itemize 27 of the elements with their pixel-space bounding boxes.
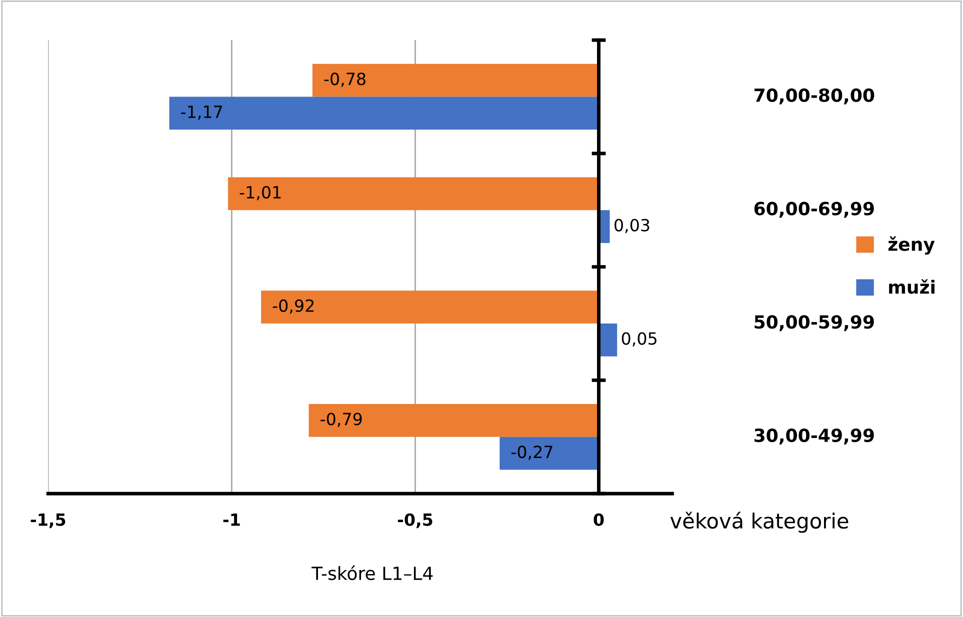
data-label: -1,01 xyxy=(240,186,281,200)
y-axis-title: věková kategorie xyxy=(670,512,848,533)
x-axis-title: T-skóre L1–L4 xyxy=(312,565,433,580)
bar xyxy=(598,324,618,356)
x-tick-label: 0 xyxy=(594,513,604,526)
bar xyxy=(308,404,599,437)
y-tick-label: 50,00-59,99 xyxy=(754,315,874,332)
legend-label: muži xyxy=(889,279,934,294)
legend-label: ženy xyxy=(888,236,935,255)
data-label: -0,27 xyxy=(511,446,552,460)
data-label: 0,05 xyxy=(622,332,656,347)
x-tick-label: -0,5 xyxy=(398,513,432,528)
x-tick-label: -1,5 xyxy=(30,514,66,528)
y-tick-label: 60,00-69,99 xyxy=(754,202,874,218)
bar xyxy=(261,290,599,324)
bar xyxy=(500,436,599,470)
y-tick-label: 30,00-49,99 xyxy=(754,428,874,444)
data-label: -1,17 xyxy=(181,106,222,120)
data-label: -0,79 xyxy=(320,412,362,428)
bar xyxy=(228,177,599,210)
bar xyxy=(312,64,599,97)
data-label: 0,03 xyxy=(614,218,650,234)
data-label: -0,92 xyxy=(272,299,314,314)
bar xyxy=(169,96,599,130)
y-tick-label: 70,00-80,00 xyxy=(754,88,874,104)
data-label: -0,78 xyxy=(324,72,366,87)
x-tick-label: -1 xyxy=(223,514,240,526)
